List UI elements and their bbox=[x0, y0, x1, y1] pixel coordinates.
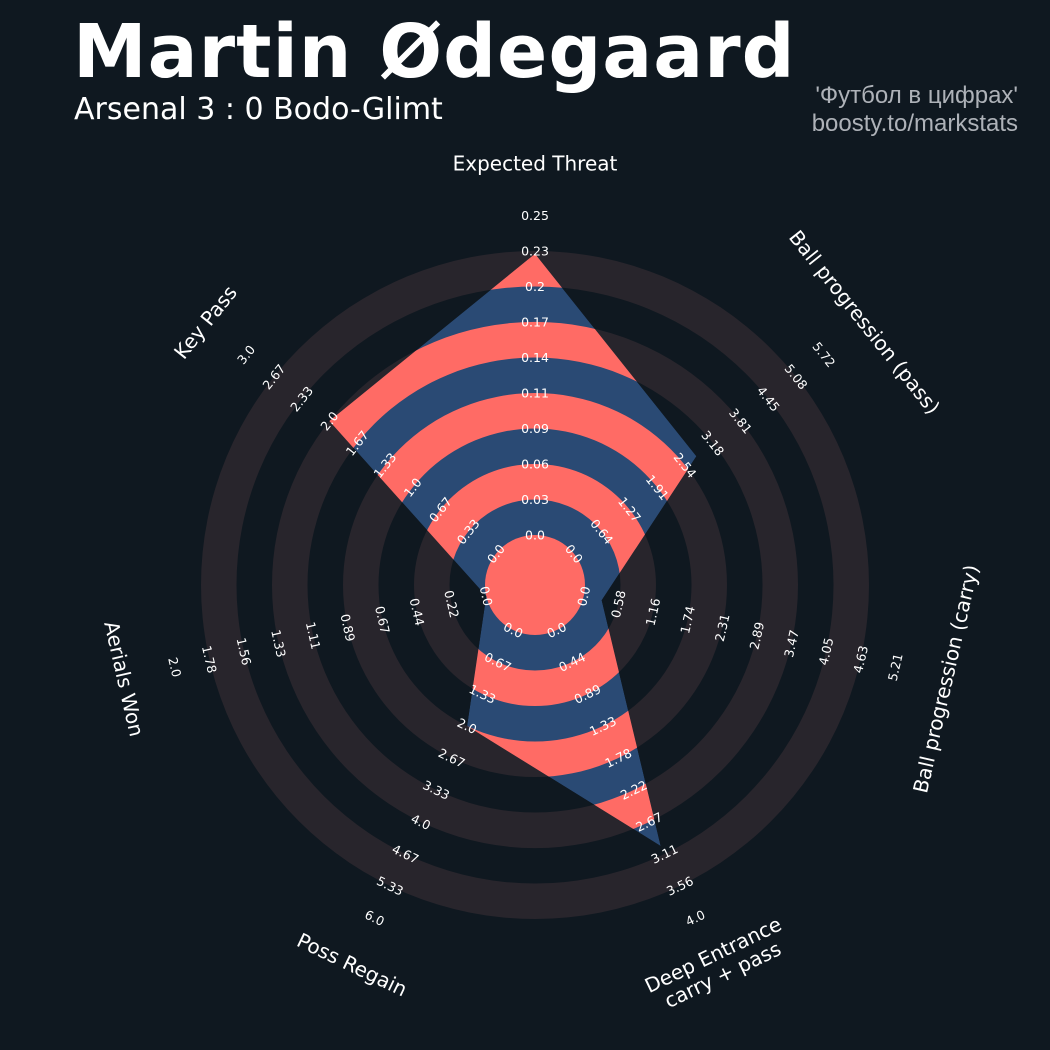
tick-label: 2.89 bbox=[746, 620, 767, 651]
credit-line-url: boosty.to/markstats bbox=[811, 110, 1018, 138]
tick-label: 2.0 bbox=[165, 656, 184, 679]
tick-label: 1.33 bbox=[268, 628, 289, 658]
tick-label: 0.23 bbox=[521, 244, 549, 259]
value-center-disc bbox=[485, 535, 585, 635]
tick-label: 3.0 bbox=[234, 342, 258, 367]
tick-label: 1.11 bbox=[303, 620, 324, 650]
parameter-label: Key Pass bbox=[169, 281, 242, 364]
tick-label: 6.0 bbox=[362, 907, 386, 929]
page-title: Martin Ødegaard bbox=[73, 9, 796, 95]
credit-block: 'Футбол в цифрах' boosty.to/markstats bbox=[812, 82, 1018, 138]
tick-label: 4.05 bbox=[816, 636, 837, 666]
tick-label: 0.09 bbox=[521, 421, 549, 436]
match-subtitle: Arsenal 3 : 0 Bodo-Glimt bbox=[74, 92, 443, 127]
parameter-label: Poss Regain bbox=[293, 928, 411, 1001]
tick-label: 4.0 bbox=[683, 907, 707, 929]
credit-line-source: 'Футбол в цифрах' bbox=[815, 82, 1018, 109]
tick-label: 0.03 bbox=[521, 492, 549, 507]
tick-label: 1.78 bbox=[199, 644, 220, 675]
tick-label: 0.11 bbox=[521, 386, 549, 401]
tick-label: 2.31 bbox=[712, 612, 733, 642]
tick-label: 0.25 bbox=[521, 208, 549, 223]
tick-label: 0.22 bbox=[441, 589, 462, 619]
tick-label: 0.0 bbox=[525, 528, 545, 543]
tick-label: 3.47 bbox=[781, 628, 802, 658]
tick-label: 1.74 bbox=[677, 605, 698, 636]
parameter-label: Expected Threat bbox=[453, 152, 618, 176]
tick-label: 5.72 bbox=[809, 339, 838, 370]
parameter-label: Aerials Won bbox=[99, 619, 149, 739]
parameter-label: Ball progression (pass) bbox=[784, 226, 945, 419]
tick-label: 0.14 bbox=[521, 350, 549, 365]
tick-label: 1.56 bbox=[234, 636, 255, 667]
tick-label: 0.0 bbox=[477, 585, 496, 608]
tick-label: 0.67 bbox=[372, 605, 393, 635]
tick-label: 0.58 bbox=[608, 589, 629, 620]
parameter-label: Deep Entrancecarry + pass bbox=[641, 912, 795, 1018]
parameter-label: Ball progression (carry) bbox=[908, 562, 983, 795]
value-area bbox=[329, 253, 697, 846]
tick-label: 0.06 bbox=[521, 457, 549, 472]
tick-label: 1.16 bbox=[643, 597, 664, 628]
tick-label: 5.21 bbox=[885, 652, 906, 682]
tick-label: 4.63 bbox=[850, 644, 871, 674]
tick-label: 0.89 bbox=[337, 612, 358, 643]
tick-label: 0.2 bbox=[525, 279, 545, 294]
tick-label: 0.44 bbox=[407, 597, 428, 628]
tick-label: 0.17 bbox=[521, 315, 549, 330]
tick-label: 0.0 bbox=[574, 585, 593, 608]
